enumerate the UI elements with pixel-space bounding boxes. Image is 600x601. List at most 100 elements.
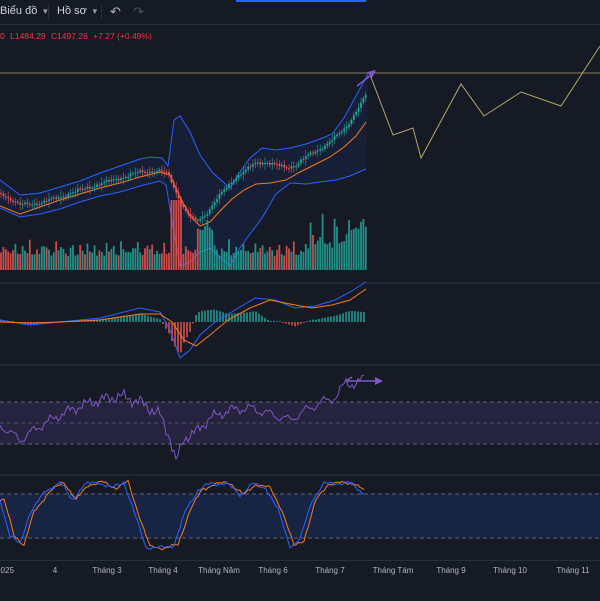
candle-body <box>50 198 53 200</box>
candle-body <box>74 191 77 193</box>
volume-bar <box>81 250 84 270</box>
candle-body <box>40 202 43 205</box>
candle-body <box>331 140 334 142</box>
candle-body <box>247 166 250 170</box>
volume-bar <box>26 253 29 270</box>
candle-body <box>172 182 175 188</box>
volume-bar <box>182 253 185 270</box>
chart-canvas[interactable] <box>0 0 600 560</box>
volume-bar <box>196 228 199 270</box>
profile-menu-button[interactable]: Hồ sơ ▼ <box>57 5 99 17</box>
candle-body <box>146 172 149 174</box>
macd-histogram-bar <box>237 313 239 322</box>
volume-bar <box>7 251 10 270</box>
candle-body <box>218 194 221 200</box>
volume-bar <box>290 251 293 270</box>
volume-bar <box>333 218 336 270</box>
candle-body <box>84 188 86 190</box>
volume-bar <box>324 243 326 270</box>
macd-histogram-bar <box>120 316 122 322</box>
volume-bar <box>129 252 132 270</box>
candle-body <box>362 98 365 103</box>
rsi-arrow-annotation[interactable] <box>345 376 383 385</box>
volume-bar <box>220 248 223 270</box>
candle-body <box>220 191 223 195</box>
time-axis-label: Tháng 4 <box>148 566 178 575</box>
candle-body <box>201 216 204 219</box>
candle-body <box>232 180 235 183</box>
volume-bar <box>348 220 350 270</box>
macd-histogram-bar <box>345 312 347 322</box>
price-arrow-annotation[interactable] <box>356 70 376 87</box>
volume-bar <box>2 247 5 270</box>
volume-bar <box>283 255 286 270</box>
volume-bars <box>0 200 367 270</box>
time-axis-label: Tháng 6 <box>258 566 288 575</box>
macd-histogram-bar <box>210 309 212 322</box>
macd-histogram-bar <box>342 313 344 322</box>
volume-bar <box>276 249 278 270</box>
volume-bar <box>100 252 103 270</box>
macd-histogram-bar <box>330 316 332 322</box>
volume-bar <box>242 244 245 270</box>
candle-body <box>62 196 65 198</box>
macd-histogram-bar <box>270 321 272 322</box>
time-axis[interactable]: 2025 4 Tháng 3 Tháng 4 Tháng Năm Tháng 6… <box>0 560 600 601</box>
volume-bar <box>297 254 300 270</box>
candle-body <box>242 171 245 175</box>
bollinger-upper-band <box>0 73 369 196</box>
volume-bar <box>21 245 24 270</box>
macd-histogram-bar <box>306 321 308 322</box>
candle-body <box>326 143 329 146</box>
macd-histogram-bar <box>297 322 299 326</box>
candle-body <box>79 188 82 190</box>
candle-body <box>129 173 132 177</box>
volume-bar <box>43 246 46 270</box>
candle-body <box>235 178 238 181</box>
macd-histogram-bar <box>294 322 296 327</box>
candle-body <box>340 131 343 134</box>
candle-body <box>343 128 346 132</box>
candle-body <box>26 202 29 204</box>
candle-body <box>264 162 266 164</box>
candle-body <box>309 152 312 155</box>
time-axis-label: Tháng 7 <box>315 566 345 575</box>
volume-bar <box>237 251 240 270</box>
candle-body <box>350 119 353 125</box>
candle-body <box>324 145 326 150</box>
volume-bar <box>211 229 214 270</box>
candle-body <box>36 203 38 205</box>
macd-histogram-bar <box>138 313 140 322</box>
volume-bar <box>204 226 206 270</box>
macd-pane <box>0 281 367 359</box>
volume-bar <box>312 235 314 270</box>
candle-body <box>112 179 115 181</box>
macd-histogram-bar <box>276 321 278 322</box>
candle-body <box>283 164 286 168</box>
volume-bar <box>340 241 343 270</box>
redo-icon[interactable]: ↷ <box>133 4 144 19</box>
volume-bar <box>319 236 322 270</box>
bollinger-fill <box>0 74 368 266</box>
volume-bar <box>55 241 58 270</box>
macd-histogram-bar <box>267 319 269 322</box>
volume-bar <box>19 254 22 270</box>
volume-bar <box>321 213 324 270</box>
chart-menu-button[interactable]: Biểu đồ ▼ <box>0 5 49 17</box>
macd-histogram-bar <box>162 322 164 324</box>
candle-body <box>177 192 180 199</box>
candle-body <box>2 193 5 197</box>
macd-histogram-bar <box>147 315 149 322</box>
undo-icon[interactable]: ↶ <box>110 4 121 19</box>
candle-body <box>261 162 264 165</box>
volume-bar <box>144 248 146 270</box>
projection-path[interactable] <box>368 45 600 160</box>
candle-body <box>12 200 14 202</box>
volume-bar <box>343 241 346 270</box>
candle-body <box>43 200 46 203</box>
candle-body <box>345 126 348 129</box>
volume-bar <box>132 248 134 270</box>
macd-histogram-bar <box>291 322 293 326</box>
volume-bar <box>96 255 98 270</box>
volume-bar <box>74 255 77 270</box>
